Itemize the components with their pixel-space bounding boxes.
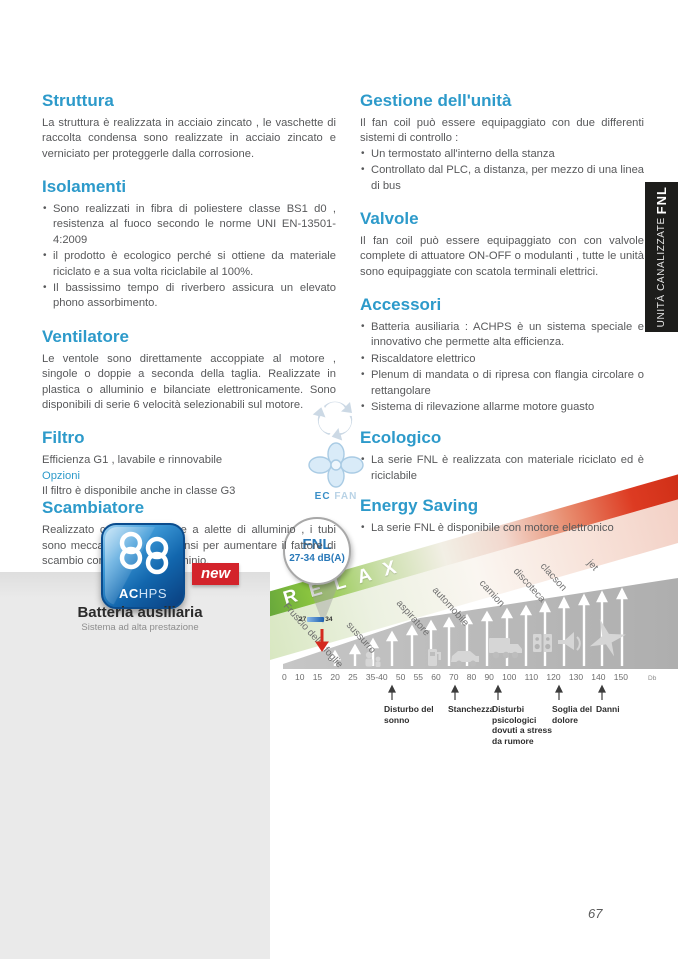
tick: 140	[591, 672, 606, 682]
side-tab-category: UNITÀ CANALIZZATE	[656, 217, 667, 328]
car-icon	[451, 651, 479, 667]
section-heading-ecologico: Ecologico	[360, 428, 442, 448]
marker-min: 27	[299, 616, 307, 623]
section-heading-scambiatore: Scambiatore	[42, 498, 145, 518]
horn-icon	[558, 632, 581, 651]
list-item: Un termostato all'interno della stanza	[360, 147, 644, 162]
tick: 90	[484, 672, 494, 682]
section-heading-accessori: Accessori	[360, 295, 442, 314]
achps-badge-label: ACHPS	[103, 586, 183, 601]
side-tab-unita-canalizzate-fnl: UNITÀ CANALIZZATE FNL	[645, 182, 678, 332]
section-heading-ventilatore: Ventilatore	[42, 326, 129, 346]
list-item: Sistema di rilevazione allarme motore gu…	[360, 400, 644, 415]
bullet-list: Un termostato all'interno della stanza C…	[360, 147, 644, 194]
callout-label: Danni	[596, 704, 620, 714]
section-heading-isolamenti: Isolamenti	[42, 177, 127, 197]
callout-label: Soglia del dolore	[552, 704, 593, 725]
marker-max: 34	[325, 616, 333, 623]
achps-label-hps: HPS	[138, 586, 167, 601]
tick: 25	[348, 672, 358, 682]
ec-fan-label-ec: EC	[314, 491, 331, 502]
list-item: La serie FNL è disponibile con motore el…	[360, 521, 644, 536]
section-body: La struttura è realizzata in acciaio zin…	[42, 116, 336, 160]
section-heading-valvole: Valvole	[360, 208, 419, 228]
side-tab-series: FNL	[654, 186, 669, 215]
callout-arrows	[388, 684, 606, 700]
tick: 100	[502, 672, 517, 682]
jet-icon	[589, 618, 626, 657]
achps-panel: L'innovativo sistema rende possibile uti…	[0, 572, 270, 959]
achps-rings-icon	[119, 531, 169, 575]
tick: 70	[449, 672, 459, 682]
tick: 60	[431, 672, 441, 682]
tick: 150	[613, 672, 628, 682]
pump-icon	[428, 649, 441, 666]
achps-badge: ACHPS	[101, 523, 185, 609]
right-column: Gestione dell'unità Il fan coil può esse…	[360, 91, 644, 537]
fnl-bubble-title: FNL	[302, 535, 332, 553]
fnl-bubble: FNL 27-34 dB(A)	[283, 517, 351, 585]
list-item: Batteria ausiliaria : ACHPS è un sistema…	[360, 320, 644, 351]
tick: 120	[546, 672, 561, 682]
tick: 130	[568, 672, 584, 682]
section-heading-energy-saving: Energy Saving	[360, 496, 479, 515]
fnl-bubble-range: 27-34 dB(A)	[289, 553, 345, 565]
filtro-opzioni: Opzioni	[42, 469, 80, 482]
fnl-range-marker: 27 34	[299, 616, 332, 623]
page-number: 67	[588, 906, 603, 921]
bullet-list: Sono realizzati in fibra di poliestere c…	[42, 202, 336, 312]
section-body: Le ventole sono direttamente accoppiate …	[42, 352, 336, 411]
section-heading-gestione: Gestione dell'unità	[360, 91, 512, 110]
section-heading-struttura: Struttura	[42, 91, 114, 110]
bullet-list: La serie FNL è realizzata con materiale …	[360, 453, 644, 484]
tick: 55	[413, 672, 424, 682]
ec-fan-label-fan: FAN	[334, 491, 358, 502]
list-item: La serie FNL è realizzata con materiale …	[360, 453, 644, 484]
left-column: Struttura La struttura è realizzata in a…	[42, 91, 336, 570]
db-axis: 0 10 15 20 25 35-40 50 55 60 70 80 90 10…	[282, 672, 628, 682]
tick: 0	[282, 672, 287, 682]
filtro-line: Il filtro è disponibile anche in classe …	[42, 485, 236, 497]
section-heading-filtro: Filtro	[42, 428, 85, 448]
section-body: Il fan coil può essere equipaggiato con …	[360, 116, 644, 145]
tick: 10	[294, 672, 305, 682]
list-item: Sono realizzati in fibra di poliestere c…	[42, 202, 336, 248]
filtro-line: Efficienza G1 , lavabile e rinnovabile	[42, 454, 223, 467]
marker-bar	[307, 617, 325, 622]
callout-label: Disturbi psicologici dovuti a stress da …	[492, 704, 552, 746]
list-item: Il bassissimo tempo di riverbero assicur…	[42, 281, 336, 312]
bullet-list: Batteria ausiliaria : ACHPS è un sistema…	[360, 320, 644, 416]
tick: 110	[524, 672, 539, 682]
list-item: il prodotto è ecologico perché si ottien…	[42, 249, 336, 280]
section-body: Realizzato con tubi di rame a alette di …	[42, 524, 336, 568]
recycle-icon	[310, 394, 360, 442]
db-axis-unit: Db	[648, 675, 657, 682]
new-badge: new	[192, 563, 240, 585]
callout-label: Stanchezza	[448, 704, 495, 714]
list-item: Riscaldatore elettrico	[360, 352, 644, 367]
callout-label: Disturbo del sonno	[384, 704, 434, 725]
achps-label-ac: AC	[118, 586, 139, 601]
section-body: Il fan coil può essere equipaggiato con …	[360, 234, 644, 278]
batteria-ausiliaria-subtitle: Sistema ad alta prestazione	[81, 622, 199, 633]
tick: 50	[395, 672, 406, 682]
list-item: Controllato dal PLC, a distanza, per mez…	[360, 163, 644, 194]
tick: 35-40	[365, 672, 388, 682]
speakers-icon	[533, 634, 552, 652]
batteria-ausiliaria-title: Batteria ausiliaria	[77, 604, 203, 621]
bullet-list: La serie FNL è disponibile con motore el…	[360, 521, 644, 536]
ec-fan-icon: EC FAN	[308, 442, 364, 502]
tick: 20	[330, 672, 340, 682]
badge-gloss	[105, 527, 181, 605]
tick: 80	[466, 672, 477, 682]
list-item: Plenum di mandata o di ripresa con flang…	[360, 368, 644, 399]
tick: 15	[312, 672, 323, 682]
truck-icon	[489, 638, 522, 659]
ec-fan-label: EC FAN	[308, 491, 364, 502]
